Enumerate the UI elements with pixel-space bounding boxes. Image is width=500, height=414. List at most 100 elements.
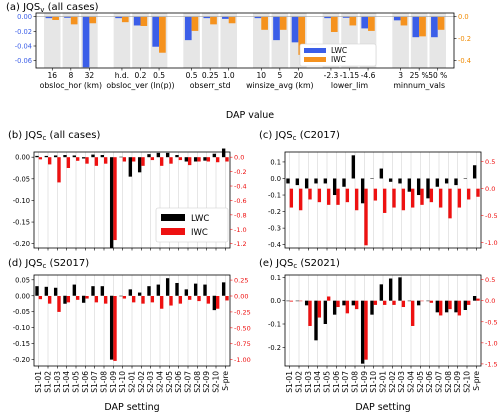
panel-d-x-tick-label: S2-08 [193,371,202,393]
panel-e-lwc-bar [370,300,374,315]
panel-c-iwc-bar [420,188,424,205]
panel-b-iwc-bar [132,157,136,162]
panel-d-x-tick-label: S1-04 [62,371,71,393]
panel-d-iwc-bar [197,296,201,302]
panel-d-right-tick-label: 0.25 [234,277,248,285]
panel-a-iwc-bar [419,16,426,37]
panel-e-left-tick-label: 0.1 [270,274,281,282]
panel-d-iwc-bar [48,296,52,304]
panel-a-iwc-bar [400,16,408,26]
panel-a-lwc-bar [64,16,71,18]
panel-a-group-label: obsloc_hor (km) [40,81,103,90]
panel-c-lwc-bar [351,155,355,179]
panel-a-group-label: obserr_std [190,81,231,90]
panel-b-right-tick-label: -1.2 [234,240,247,248]
panel-d-lwc-bar [72,284,76,296]
panel-e-lwc-bar [342,300,346,306]
panel-b-iwc-bar [85,157,89,164]
panel-c-lwc-bar [454,178,458,186]
panel-c-lwc-bar [286,178,290,184]
panel-b-iwc-bar [122,157,127,162]
panel-b-right-tick-label: -1.0 [234,226,247,234]
panel-e-lwc-bar [444,300,449,313]
panel-c-iwc-bar [439,188,443,208]
panel-a-iwc-bar [191,16,199,31]
panel-e-x-tick-label: S1-09 [360,371,369,393]
panel-b-right-tick-label: 0.0 [234,154,244,162]
panel-b-legend-lwc-swatch [161,214,185,221]
panel-e-lwc-bar [388,278,393,301]
panel-b-left-tick-label: -0.10 [13,197,30,205]
panel-a-shade-band [201,13,219,68]
panel-a-xlabel: DAP value [226,110,274,121]
panel-e-right-tick-label: 0.5 [485,276,495,284]
panel-d-x-tick-label: S1-01 [34,371,43,393]
panel-e-x-tick-label: S1-05 [323,371,332,393]
panel-c-left-tick-label: 0.0 [270,175,281,183]
panel-b-lwc-bar [81,157,86,159]
panel-a-lwc-bar [324,16,331,19]
panel-a-legend-lwc-swatch [304,48,326,53]
panel-e-left-tick-label: -0.1 [268,321,281,329]
panel-a-iwc-bar [261,16,268,30]
panel-c-lwc-bar [388,178,393,182]
panel-a-shade-band [220,13,237,68]
panel-e-x-tick-label: S2-04 [407,371,416,393]
panel-e-lwc-bar [426,300,430,302]
panel-e-iwc-bar [401,300,406,308]
panel-a-lwc-bar [203,16,211,19]
panel-a-title: (a) JQSv (all cases) [6,2,99,14]
panel-b-legend-iwc-swatch [161,228,185,235]
panel-e-iwc-bar [420,300,424,302]
panel-e-lwc-bar [286,300,290,302]
panel-a-lwc-bar [222,16,229,19]
panel-e-lwc-bar [304,300,309,306]
panel-a-x-tick-label: 10 [257,71,267,80]
panel-a-shade-band [392,13,409,68]
panel-e-lwc-bar [314,300,318,341]
panel-b-iwc-bar [169,157,173,164]
panel-c-lwc-bar [416,178,421,196]
panel-c-iwc-bar [317,188,322,203]
panel-a-iwc-bar [121,16,129,23]
panel-d-x-tick-label: S1-05 [72,371,81,393]
panel-d-x-tick-label: S1-09 [109,371,118,393]
panel-a-x-tick-label: -2.3 [324,71,339,80]
panel-d-right-tick-label: -0.50 [234,324,251,332]
panel-e-iwc-bar [392,300,396,305]
panel-a-group-label: minnum_vals [393,81,445,90]
panel-c-lwc-bar [435,178,439,187]
panel-b-lwc-bar [109,157,114,248]
panel-b-lwc-bar [91,154,95,158]
panel-a-lwc-bar [184,16,192,41]
panel-d-iwc-bar [150,296,155,303]
panel-b-iwc-bar [48,157,52,165]
panel-a-x-tick-label: 1.0 [223,71,235,80]
panel-d-title: (d) JQSc (S2017) [8,258,89,270]
panel-b-iwc-bar [225,157,229,162]
panel-d-lwc-bar [53,287,58,296]
panel-a-lwc-bar [412,16,420,38]
panel-b-left-tick-label: -0.15 [13,219,30,227]
panel-c-iwc-bar [308,188,312,200]
panel-e-x-tick-label: S2-03 [397,371,406,393]
panel-d-left-tick-label: -0.20 [13,356,30,364]
panel-a-x-tick-label: 8 [68,71,73,80]
panel-d-lwc-bar [147,286,151,296]
panel-e-right-tick-label: -0.5 [485,318,498,326]
panel-e-x-tick-label: S1-02 [295,371,304,393]
panel-b-iwc-bar [150,157,155,161]
panel-d-x-tick-label: S2-09 [202,371,211,393]
panel-a-lwc-bar [273,16,280,41]
panel-b-lwc-bar [175,155,179,158]
panel-e-iwc-bar [429,300,434,303]
panel-a-lwc-bar [45,16,53,19]
panel-e-iwc-bar [289,300,294,302]
panel-b-lwc-bar [156,152,160,158]
panel-a-group-label: lower_lim [331,81,368,90]
panel-c-left-tick-label: -0.2 [268,208,281,216]
panel-e-lwc-bar [416,300,421,306]
panel-e-iwc-bar [345,300,350,314]
panel-a-lwc-bar [254,16,262,19]
